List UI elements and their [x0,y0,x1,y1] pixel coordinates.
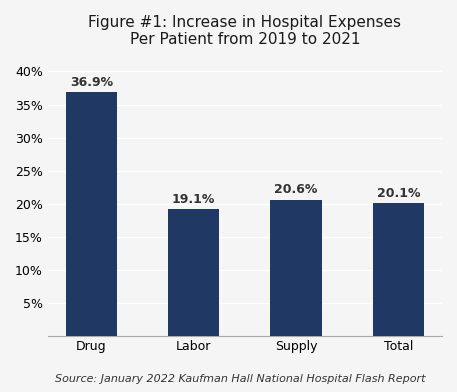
Bar [373,203,424,336]
Title: Figure #1: Increase in Hospital Expenses
Per Patient from 2019 to 2021: Figure #1: Increase in Hospital Expenses… [88,15,401,47]
Text: 19.1%: 19.1% [172,193,215,206]
Text: 36.9%: 36.9% [70,76,113,89]
Text: 20.6%: 20.6% [274,183,318,196]
Text: 20.1%: 20.1% [377,187,420,200]
Bar [66,92,117,336]
Bar [168,209,219,336]
Bar [271,200,322,336]
Text: Source: January 2022 Kaufman Hall National Hospital Flash Report: Source: January 2022 Kaufman Hall Nation… [55,374,425,384]
